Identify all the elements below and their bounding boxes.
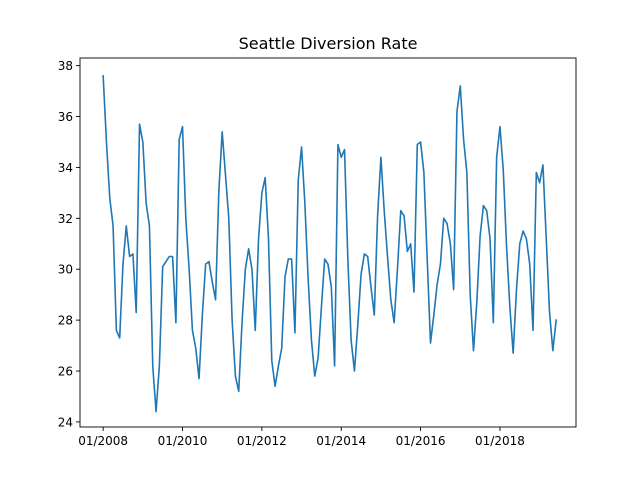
axes-frame — [79, 57, 577, 428]
x-tick-label: 01/2018 — [475, 434, 525, 448]
x-tick-label: 01/2016 — [396, 434, 446, 448]
x-tick-label: 01/2014 — [316, 434, 366, 448]
x-tick-label: 01/2010 — [158, 434, 208, 448]
y-tick-label: 38 — [58, 59, 73, 73]
y-tick-label: 24 — [58, 415, 73, 429]
chart-title: Seattle Diversion Rate — [239, 34, 418, 53]
plot-area: 24 26 28 30 32 34 36 38 01/2008 01/2010 01/2012 01/… — [58, 57, 577, 448]
x-tick-label: 01/2012 — [237, 434, 287, 448]
y-tick-label: 36 — [58, 110, 73, 124]
series-line-0 — [102, 74, 558, 413]
y-tick-label: 32 — [58, 212, 73, 226]
x-tick-label: 01/2008 — [78, 434, 128, 448]
y-tick-label: 28 — [58, 314, 73, 328]
y-tick-label: 26 — [58, 365, 73, 379]
y-tick-label: 34 — [58, 161, 73, 175]
y-tick-label: 30 — [58, 263, 73, 277]
